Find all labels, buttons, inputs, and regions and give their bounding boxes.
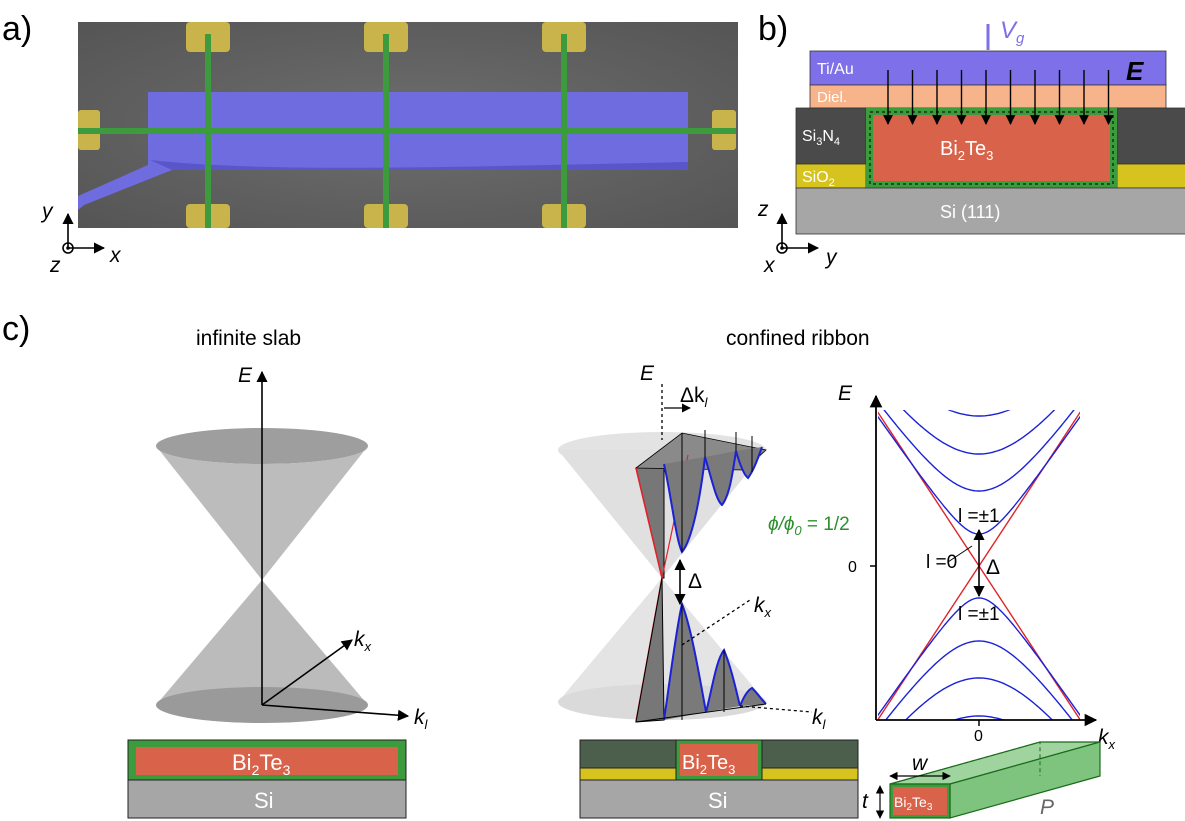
ribbon3d-t: t	[862, 790, 869, 813]
title-confined-ribbon: confined ribbon	[726, 327, 870, 350]
label-si3n4: Si3N4	[802, 128, 840, 148]
ribbon-kx-label: kx	[754, 594, 772, 620]
band-l1-upper: l =±1	[958, 506, 1000, 527]
band-E-label: E	[838, 382, 853, 405]
subband-curve	[883, 410, 1075, 492]
layer-ti-au	[809, 50, 1167, 86]
green-electrodes	[78, 34, 736, 228]
subband-curve	[884, 640, 1074, 720]
layer-dielectric	[809, 84, 1167, 109]
ribbon3d-w: w	[912, 752, 929, 775]
subband-curve	[878, 597, 1080, 717]
subband-curve	[902, 410, 1056, 455]
axis-z-label-b: z	[757, 198, 769, 221]
band-l1-lower: l =±1	[958, 604, 1000, 625]
label-bi2te3-b: Bi2Te3	[940, 138, 993, 163]
axis-x-label: x	[109, 244, 122, 267]
band-l0: l =0	[926, 552, 957, 573]
layer-sio2-right	[1116, 163, 1185, 189]
ribbon-si	[579, 779, 859, 819]
label-si111: Si (111)	[940, 202, 1000, 222]
panel-a: a) y x z	[2, 10, 738, 277]
gate-voltage: Vg	[1000, 17, 1025, 47]
slab-si-label: Si	[254, 788, 274, 813]
slab-bi2te3	[136, 747, 398, 775]
field-label: E	[1126, 56, 1144, 86]
axes-ribbon	[661, 384, 813, 713]
dirac-cone-ribbon	[558, 430, 767, 723]
slab-si	[127, 779, 407, 819]
ribbon-shadow	[150, 160, 688, 170]
band-xtick-0: 0	[974, 728, 983, 745]
ribbon-3d	[875, 741, 1101, 819]
axes-a	[62, 212, 106, 254]
slab-kl-label: kl	[414, 706, 429, 732]
axis-dot-b	[780, 246, 784, 250]
axis-x-label-b: x	[763, 254, 776, 277]
band-ytick-0: 0	[848, 559, 857, 576]
layer-si111	[795, 187, 1185, 235]
ribbon-kl-label: kl	[812, 706, 827, 732]
subband-curve	[904, 677, 1054, 720]
axis-y-label-b: y	[824, 246, 838, 269]
layer-sio2-left	[795, 163, 867, 189]
band-plot	[869, 394, 1098, 727]
gold-contacts	[78, 22, 736, 228]
slab-E-label: E	[238, 364, 253, 387]
title-infinite-slab: infinite slab	[196, 327, 301, 350]
field-arrows	[883, 70, 1114, 125]
label-dielectric: Diel.	[817, 89, 847, 106]
ribbon3d-P: P	[1040, 796, 1054, 819]
axis-z-label: z	[49, 254, 61, 277]
axes-b	[776, 212, 820, 254]
axis-y-label: y	[40, 200, 54, 223]
subband-curve	[952, 715, 1006, 720]
band-kx-label: kx	[1098, 726, 1116, 752]
layer-si3n4-right	[1116, 107, 1185, 165]
ribbon-si-label: Si	[708, 788, 728, 813]
layer-bi2te3	[873, 115, 1110, 181]
band-gap-label: Δ	[986, 556, 1000, 579]
panel-c-label: c)	[2, 310, 30, 348]
slab-bi2te3-label: Bi2Te3	[232, 750, 291, 778]
axes-slab	[256, 370, 410, 721]
gap-label-cone: Δ	[688, 570, 702, 593]
ribbon-bi2te3-label: Bi2Te3	[682, 752, 735, 777]
surface-dashed	[869, 111, 1114, 185]
panel-a-label: a)	[2, 10, 32, 48]
slab-kx-label: kx	[354, 628, 372, 654]
flux-label: ϕ/ϕ0 = 1/2	[768, 514, 850, 538]
panel-c: c) infinite slab E kx kl Bi2Te3 Si confi…	[2, 310, 1116, 819]
label-sio2: SiO2	[802, 169, 835, 189]
ribbon-bi2te3	[680, 744, 758, 776]
subband-curve	[947, 410, 1011, 417]
ribbon3d-bi2te3: Bi2Te3	[894, 794, 933, 813]
ribbon-E-label: E	[640, 362, 655, 385]
label-ti-au: Ti/Au	[817, 61, 854, 78]
panel-b-label: b)	[758, 10, 788, 48]
axis-dot-a	[66, 246, 70, 250]
panel-b: b) Vg Ti/Au Diel. Si3N4 SiO2 Bi2Te3 Si (…	[757, 10, 1185, 277]
delta-k-label: Δkl	[680, 384, 709, 410]
